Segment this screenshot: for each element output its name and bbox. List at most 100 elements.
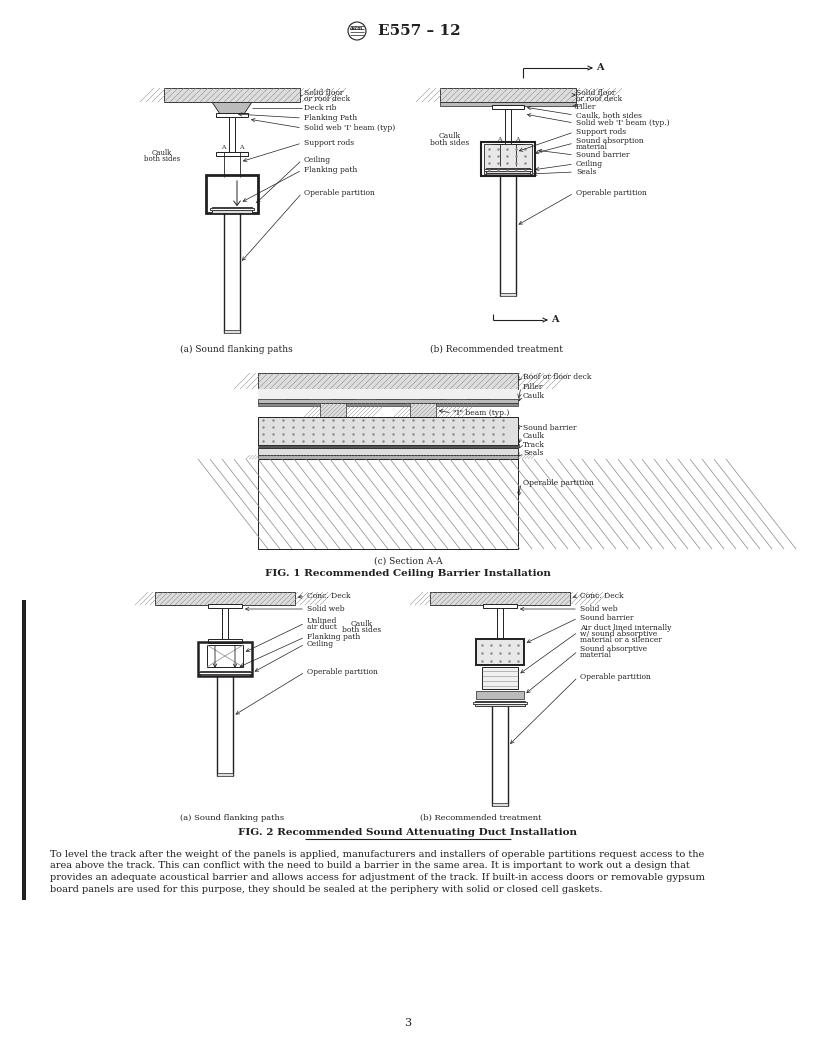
Text: Seals: Seals — [523, 449, 543, 457]
Text: material or a silencer: material or a silencer — [580, 636, 662, 644]
Text: Sound barrier: Sound barrier — [580, 614, 633, 622]
Text: A: A — [551, 316, 559, 324]
Text: Conc. Deck: Conc. Deck — [580, 592, 623, 600]
Bar — [258, 459, 518, 549]
Bar — [258, 448, 518, 455]
Bar — [212, 207, 252, 213]
Text: area above the track. This can conflict with the need to build a barrier in the : area above the track. This can conflict … — [50, 862, 690, 870]
Text: Sound barrier: Sound barrier — [576, 151, 629, 159]
Bar — [492, 144, 524, 148]
Text: Caulk: Caulk — [351, 620, 373, 628]
Text: board panels are used for this purpose, they should be sealed at the periphery w: board panels are used for this purpose, … — [50, 885, 602, 893]
Bar — [206, 175, 258, 213]
Bar — [492, 803, 508, 806]
Text: Operable partition: Operable partition — [307, 668, 378, 676]
Text: Track: Track — [523, 441, 545, 449]
Text: Solid floor: Solid floor — [576, 89, 615, 97]
Polygon shape — [212, 102, 252, 114]
Text: Flanking Path: Flanking Path — [304, 114, 357, 122]
Text: 3: 3 — [405, 1018, 411, 1027]
Bar — [484, 144, 532, 174]
Text: Filler: Filler — [576, 103, 596, 111]
Bar — [430, 592, 570, 605]
Text: Solid web: Solid web — [580, 605, 618, 612]
Bar — [497, 605, 503, 643]
Text: w/ sound absorptive: w/ sound absorptive — [580, 630, 657, 638]
Bar — [155, 592, 295, 605]
Bar — [492, 105, 524, 109]
Bar — [210, 208, 254, 210]
Bar — [207, 645, 243, 667]
Text: Flanking path: Flanking path — [307, 633, 361, 641]
Text: Solid web: Solid web — [307, 605, 344, 612]
Bar — [430, 592, 570, 605]
Bar — [258, 445, 518, 448]
Bar — [440, 102, 576, 106]
Text: astm: astm — [350, 26, 364, 32]
Bar — [198, 642, 252, 676]
Text: To level the track after the weight of the panels is applied, manufacturers and : To level the track after the weight of t… — [50, 850, 704, 859]
Text: A: A — [515, 137, 520, 142]
Bar — [198, 672, 252, 674]
Bar — [476, 639, 524, 665]
Bar — [258, 389, 518, 399]
Text: air duct: air duct — [307, 623, 337, 631]
Ellipse shape — [348, 22, 366, 40]
Bar — [482, 667, 518, 689]
Text: Ceiling: Ceiling — [304, 156, 331, 164]
Text: Caulk: Caulk — [523, 432, 545, 440]
Bar — [486, 168, 530, 173]
Polygon shape — [370, 389, 406, 399]
Bar — [320, 403, 346, 417]
Polygon shape — [415, 389, 451, 399]
Text: Operable partition: Operable partition — [304, 189, 375, 197]
Text: FIG. 2 Recommended Sound Attenuating Duct Installation: FIG. 2 Recommended Sound Attenuating Duc… — [238, 828, 578, 837]
Text: material: material — [576, 143, 608, 151]
Bar — [320, 403, 346, 417]
Text: (a) Sound flanking paths: (a) Sound flanking paths — [180, 814, 284, 822]
Text: Sound absorption: Sound absorption — [576, 137, 644, 145]
Text: Ceiling: Ceiling — [576, 161, 603, 168]
Bar — [208, 639, 242, 643]
Text: Filler: Filler — [523, 383, 543, 391]
Text: "I" beam (typ.): "I" beam (typ.) — [453, 409, 509, 417]
Bar — [440, 88, 576, 102]
Bar — [410, 403, 436, 417]
Text: Caulk: Caulk — [523, 392, 545, 400]
Text: E557 – 12: E557 – 12 — [378, 24, 460, 38]
Bar — [224, 329, 240, 333]
Text: or roof deck: or roof deck — [576, 95, 622, 103]
Bar — [222, 605, 228, 643]
Text: both sides: both sides — [343, 626, 382, 634]
Text: Operable partition: Operable partition — [580, 673, 651, 681]
Text: Seals: Seals — [576, 168, 596, 176]
Text: Deck rib: Deck rib — [304, 103, 336, 112]
Bar — [483, 639, 517, 643]
Bar — [229, 114, 235, 156]
Text: Air duct lined internally: Air duct lined internally — [580, 624, 672, 631]
Text: A: A — [596, 63, 604, 73]
Bar — [258, 417, 518, 445]
Text: A: A — [221, 145, 225, 150]
Bar — [258, 373, 518, 389]
Text: provides an adequate acoustical barrier and allows access for adjustment of the : provides an adequate acoustical barrier … — [50, 873, 705, 882]
Bar — [258, 403, 518, 406]
Bar — [164, 88, 300, 102]
Text: Caulk: Caulk — [152, 149, 172, 157]
Text: FIG. 1 Recommended Ceiling Barrier Installation: FIG. 1 Recommended Ceiling Barrier Insta… — [265, 569, 551, 578]
Text: Support rods: Support rods — [576, 128, 626, 136]
Bar — [473, 702, 527, 704]
Bar — [258, 455, 518, 459]
Text: Sound absorptive: Sound absorptive — [580, 645, 647, 653]
Bar — [208, 604, 242, 608]
Bar — [216, 113, 248, 117]
Text: (c) Section A-A: (c) Section A-A — [374, 557, 442, 566]
Text: Ceiling: Ceiling — [307, 640, 334, 648]
Text: (b) Recommended treatment: (b) Recommended treatment — [420, 814, 542, 822]
Bar — [476, 691, 524, 699]
Bar — [258, 399, 518, 403]
Bar — [410, 403, 436, 417]
Text: A: A — [239, 145, 243, 150]
Polygon shape — [280, 389, 316, 399]
Text: or roof deck: or roof deck — [304, 95, 350, 103]
